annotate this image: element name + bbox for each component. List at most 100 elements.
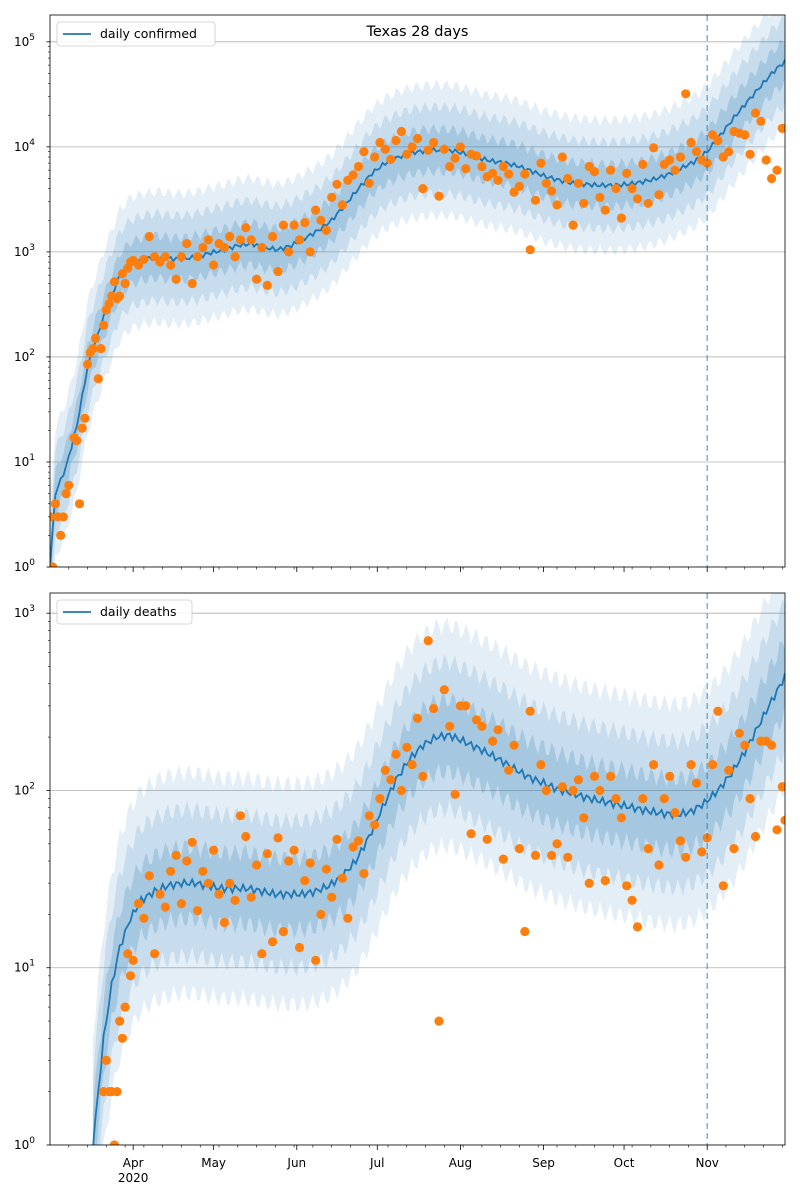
confirmed-observed-point xyxy=(120,278,130,289)
confirmed-observed-point xyxy=(504,169,514,179)
deaths-observed-point xyxy=(493,725,503,735)
confirmed-observed-point xyxy=(262,280,272,290)
deaths-ytick-base: 10 xyxy=(14,606,29,620)
confirmed-observed-point xyxy=(616,213,627,223)
confirmed-observed-point xyxy=(681,89,691,99)
deaths-observed-point xyxy=(488,736,498,746)
deaths-observed-point xyxy=(536,760,546,770)
deaths-ytick-base: 10 xyxy=(14,1138,29,1152)
confirmed-observed-point xyxy=(192,252,203,262)
confirmed-observed-point xyxy=(187,278,197,289)
confirmed-observed-point xyxy=(423,145,433,155)
confirmed-observed-point xyxy=(772,165,782,175)
confirmed-observed-point xyxy=(396,126,406,137)
deaths-observed-point xyxy=(649,760,659,770)
confirmed-observed-point xyxy=(445,161,455,172)
confirmed-observed-point xyxy=(99,320,109,330)
deaths-observed-point xyxy=(584,878,594,888)
confirmed-observed-point xyxy=(80,413,90,423)
confirmed-observed-point xyxy=(520,169,530,179)
confirmed-ytick-exp: 5 xyxy=(29,33,35,43)
deaths-ytick-exp: 3 xyxy=(29,604,35,614)
confirmed-observed-point xyxy=(434,191,444,201)
confirmed-legend: daily confirmed xyxy=(56,21,216,47)
deaths-axes-frame xyxy=(49,592,786,1146)
deaths-observed-point xyxy=(611,794,621,804)
deaths-ytick-exp: 0 xyxy=(29,1136,35,1146)
confirmed-observed-point xyxy=(627,184,637,194)
deaths-observed-point xyxy=(713,706,723,716)
confirmed-observed-point xyxy=(530,195,541,205)
deaths-observed-point xyxy=(606,771,616,782)
confirmed-observed-point xyxy=(268,231,278,242)
deaths-xtick-label: Sep xyxy=(532,1156,555,1170)
confirmed-ytick-base: 10 xyxy=(14,35,29,49)
chart-title: Texas 28 days xyxy=(366,24,469,40)
confirmed-observed-point xyxy=(611,184,621,194)
confirmed-observed-point xyxy=(595,192,605,202)
deaths-observed-point xyxy=(589,771,600,782)
confirmed-observed-point xyxy=(536,158,546,168)
confirmed-ytick-label: 101 xyxy=(14,453,35,469)
deaths-observed-point xyxy=(514,844,525,854)
deaths-observed-point xyxy=(166,866,176,876)
confirmed-observed-point xyxy=(552,200,562,210)
confirmed-observed-point xyxy=(74,499,85,509)
confirmed-observed-point xyxy=(622,168,632,178)
confirmed-ytick-base: 10 xyxy=(14,245,29,259)
confirmed-ytick-exp: 2 xyxy=(29,348,35,358)
deaths-observed-point xyxy=(429,703,439,714)
deaths-observed-point xyxy=(321,864,331,874)
deaths-uncertainty-band xyxy=(92,593,785,1145)
confirmed-observed-point xyxy=(750,108,761,118)
deaths-observed-point xyxy=(509,740,519,750)
confirmed-observed-point xyxy=(675,152,686,162)
confirmed-observed-point xyxy=(450,153,460,163)
confirmed-observed-point xyxy=(665,155,675,165)
confirmed-observed-point xyxy=(375,137,385,148)
deaths-observed-point xyxy=(557,782,568,792)
confirmed-observed-point xyxy=(305,247,315,257)
deaths-observed-point xyxy=(708,760,718,770)
deaths-observed-point xyxy=(445,721,455,731)
confirmed-observed-point xyxy=(104,299,114,309)
deaths-observed-point xyxy=(638,794,648,804)
confirmed-observed-point xyxy=(745,149,755,159)
deaths-observed-point xyxy=(547,850,557,861)
confirmed-observed-point xyxy=(300,218,310,228)
deaths-observed-point xyxy=(230,895,240,905)
deaths-observed-point xyxy=(780,815,785,825)
confirmed-observed-point xyxy=(133,260,144,270)
confirmed-observed-point xyxy=(589,167,600,177)
deaths-observed-point xyxy=(466,829,476,839)
deaths-observed-point xyxy=(482,834,492,844)
confirmed-observed-point xyxy=(50,512,55,522)
confirmed-observed-point xyxy=(670,165,680,175)
deaths-observed-point xyxy=(187,837,197,847)
deaths-ytick-label: 103 xyxy=(14,604,35,620)
deaths-ytick-base: 10 xyxy=(14,961,29,975)
confirmed-observed-point xyxy=(198,242,208,253)
deaths-uncertainty-band xyxy=(92,599,785,1145)
confirmed-ytick-base: 10 xyxy=(14,350,29,364)
deaths-observed-point xyxy=(375,794,385,804)
deaths-xtick-label: Nov xyxy=(695,1156,718,1170)
confirmed-observed-point xyxy=(740,130,750,140)
confirmed-observed-point xyxy=(713,135,723,146)
deaths-xtick-label: Jul xyxy=(369,1156,384,1170)
confirmed-observed-point xyxy=(91,333,101,343)
deaths-observed-point xyxy=(219,917,229,928)
deaths-observed-point xyxy=(745,794,755,804)
confirmed-observed-point xyxy=(241,223,251,233)
deaths-xtick-label: Apr xyxy=(123,1156,144,1170)
deaths-observed-point xyxy=(659,794,669,804)
confirmed-observed-point xyxy=(418,184,428,194)
confirmed-observed-point xyxy=(493,175,503,185)
confirmed-observed-point xyxy=(557,152,568,162)
deaths-observed-point xyxy=(348,842,358,852)
deaths-observed-point xyxy=(133,899,144,909)
confirmed-plot-area xyxy=(50,15,785,567)
confirmed-observed-point xyxy=(203,235,213,245)
confirmed-observed-point xyxy=(777,123,785,133)
confirmed-observed-point xyxy=(72,435,82,446)
